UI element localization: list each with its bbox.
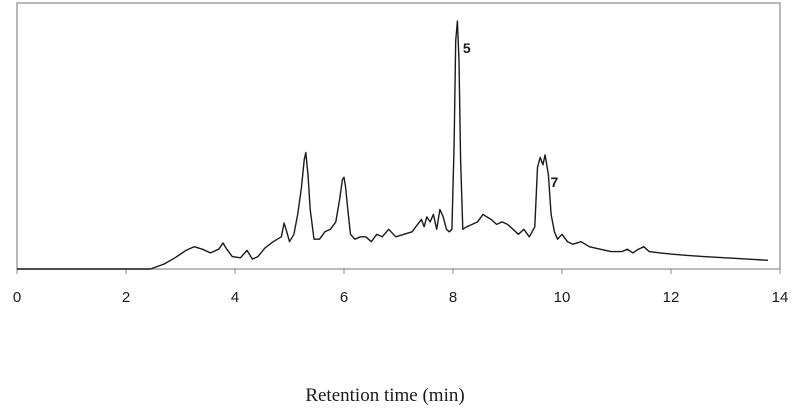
x-tick-label: 4 (231, 289, 239, 306)
x-axis-title: Retention time (min) (305, 385, 464, 406)
x-tick-label: 8 (449, 289, 457, 306)
chromatogram-trace (17, 20, 769, 270)
x-tick-label: 12 (663, 289, 680, 306)
x-tick-label: 0 (13, 289, 21, 306)
peak-labels: 57 (463, 40, 559, 190)
plot-frame (16, 2, 781, 270)
peak-label: 7 (551, 174, 559, 190)
x-tick-label: 2 (122, 289, 130, 306)
x-ticks: 0 2 4 6 8 10 12 14 (13, 269, 789, 306)
x-tick-label: 14 (772, 289, 789, 306)
x-tick-label: 6 (340, 289, 348, 306)
series-layer (17, 20, 769, 270)
x-tick-label: 10 (554, 289, 571, 306)
peak-label: 5 (463, 40, 471, 56)
